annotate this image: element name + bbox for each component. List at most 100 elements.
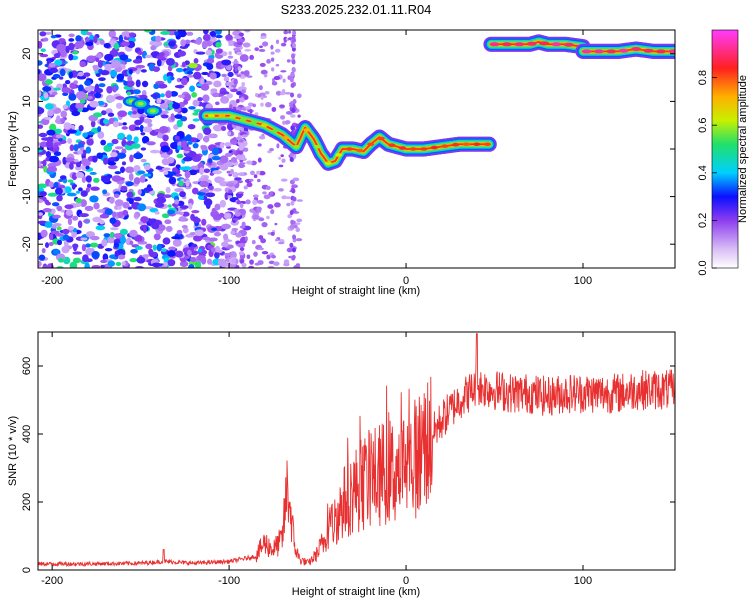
heatmap-cell [136,256,146,264]
heatmap-cell [93,112,103,118]
heatmap-cell [260,69,268,75]
heatmap-cell [280,115,286,120]
heatmap-cell [129,257,138,263]
heatmap-cell [238,150,243,155]
heatmap-cell [126,191,134,198]
heatmap-cell [291,37,296,43]
heatmap-cell [201,71,209,76]
heatmap-cell [122,201,130,209]
heatmap-cell [203,168,211,174]
heatmap-cell [85,187,90,193]
heatmap-cell [179,260,189,267]
heatmap-cell [235,232,242,238]
bottom-x-ticks: -200 -100 0 100 [41,332,592,587]
heatmap-cell [209,31,217,37]
heatmap-cell [191,210,200,214]
heatmap-cell [275,39,280,44]
heatmap-cell [258,217,265,222]
heatmap-cell [75,35,82,42]
heatmap-cell [249,178,254,182]
heatmap-cell [73,158,79,163]
heatmap-cell [106,85,113,94]
heatmap-cell [52,214,61,219]
heatmap-cell [278,241,285,245]
heatmap-cell [271,106,277,112]
heatmap-cell [266,215,270,220]
heatmap-cell [287,75,291,80]
heatmap-cell [208,185,214,191]
colorbar-strip [711,29,739,269]
heatmap-cell [175,67,184,73]
heatmap-cell [81,243,87,252]
heatmap-cell [91,264,101,268]
heatmap-cell [113,242,120,248]
heatmap-ridge-peak [606,49,617,54]
heatmap-cell [68,93,77,101]
heatmap-cell [197,97,203,102]
heatmap-ridge-peak [514,42,525,47]
heatmap-cell [208,158,213,164]
heatmap-cell [236,42,243,46]
heatmap-cell [221,59,232,66]
heatmap-cell [205,49,213,56]
heatmap-cell [243,70,250,77]
heatmap-cell [97,131,105,139]
heatmap-cell [85,165,90,170]
heatmap-cell [236,200,241,205]
heatmap-cell [274,48,281,53]
heatmap-cell [217,258,227,267]
heatmap-cell [187,249,192,256]
heatmap-cell [125,181,134,187]
x-tick-label: 100 [574,575,592,587]
heatmap-cell [93,92,102,99]
heatmap-cell [115,96,125,100]
heatmap-cell [82,254,89,263]
heatmap-cell [98,83,106,88]
heatmap-cell [77,71,84,77]
heatmap-cell [117,110,128,118]
heatmap-cell [200,256,207,265]
heatmap-cell [258,235,264,240]
heatmap-cell [224,81,234,87]
heatmap-cell [260,95,264,100]
heatmap-cell [180,77,188,86]
heatmap-cell [292,177,300,182]
heatmap-cell [133,196,142,202]
heatmap-cell [239,157,246,161]
heatmap-cell [112,211,117,218]
heatmap-cell [165,186,171,194]
heatmap-cell [84,80,92,87]
heatmap-cell [125,80,135,88]
heatmap-cell [83,72,91,77]
heatmap-cell [214,176,224,184]
heatmap-cell [178,216,187,221]
heatmap-cell [93,64,99,72]
heatmap-cell [241,134,248,138]
heatmap-cell [97,209,107,213]
heatmap-cell [221,73,227,78]
heatmap-cell [110,227,119,231]
heatmap-cell [48,241,54,247]
heatmap-cell [218,212,225,218]
heatmap-ridge-peak [452,142,460,147]
heatmap-cell [154,202,165,208]
heatmap-cell [233,47,240,52]
heatmap-cell [146,141,156,146]
heatmap-cell [168,176,177,185]
heatmap-cell [160,114,169,119]
heatmap-cell [229,104,233,110]
heatmap-cell [140,132,146,136]
heatmap-cell [117,132,126,140]
heatmap-cell [215,101,220,106]
heatmap-cell [289,102,294,108]
top-y-ticks: -20 -10 0 10 20 [21,48,675,252]
y-tick-label: 20 [21,48,33,60]
heatmap-cell [188,169,198,176]
heatmap-cell [44,221,53,228]
heatmap-cell [219,164,229,171]
heatmap-cell [191,243,198,248]
heatmap-cell [287,214,293,219]
heatmap-cell [192,217,201,224]
heatmap-cell [96,152,104,159]
heatmap-cell [246,75,253,78]
